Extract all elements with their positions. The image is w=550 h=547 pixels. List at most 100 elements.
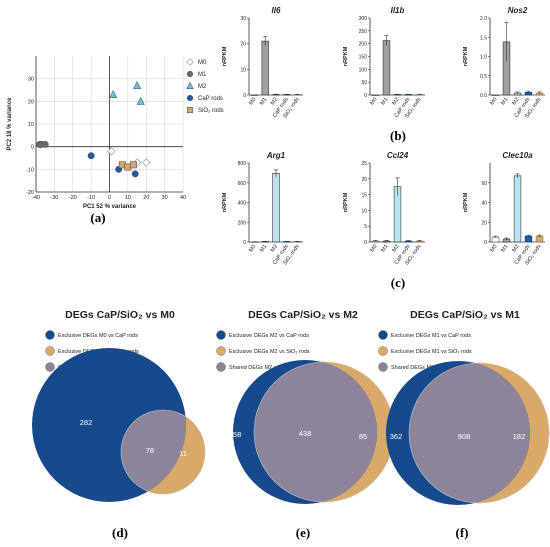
scatter-point [109, 89, 118, 98]
y-tick-label: 15 [361, 193, 367, 199]
venn-legend-marker [45, 346, 55, 356]
legend-marker [186, 58, 194, 66]
legend-label: M1 [198, 72, 207, 78]
y-tick-label: 1.0 [480, 55, 487, 61]
venn-legend-label: Exclusive DEGs M1 vs SiO₂ rods [391, 349, 472, 355]
y-tick-label: 200 [238, 220, 247, 226]
x-tick-label: M0 [489, 97, 498, 107]
x-tick-label: 0 [108, 195, 111, 201]
venn-circle-outline [408, 362, 550, 504]
x-tick-label: 30 [162, 195, 168, 201]
legend-label: CaP rods [198, 96, 223, 102]
y-tick-label: 200 [359, 42, 368, 48]
venn-legend-marker [378, 330, 388, 340]
scatter-point [142, 158, 151, 167]
scatter-point [107, 147, 116, 156]
x-tick-label: M0 [369, 244, 378, 254]
y-tick-label: 10 [28, 122, 34, 128]
legend-label: SiO₂ rods [198, 108, 224, 114]
venn-legend-label: Exclusive DEGs M1 vs CaP rods [391, 333, 471, 339]
y-tick-label: 0 [364, 240, 367, 246]
venn-count-cap-only: 158 [229, 430, 242, 439]
y-axis-label: nRPKM [222, 192, 228, 212]
panel-label-c: (c) [391, 275, 405, 290]
bar [382, 40, 391, 96]
y-tick-label: 20 [240, 42, 246, 48]
venn-legend-marker [216, 346, 226, 356]
y-tick-label: 60 [481, 181, 487, 187]
y-axis-label: nRPKM [343, 192, 349, 212]
y-axis-label: nRPKM [463, 192, 469, 212]
x-tick-label: -10 [87, 195, 95, 201]
venn-count-sio2-only: 11 [179, 449, 187, 458]
y-tick-label: 20 [481, 220, 487, 226]
y-tick-label: 0 [31, 145, 34, 151]
bar [250, 94, 259, 96]
x-tick-label: M1 [500, 97, 509, 107]
y-tick-label: 20 [28, 99, 34, 105]
x-tick-label: M1 [380, 97, 389, 107]
legend-marker [186, 70, 194, 78]
y-tick-label: 2.0 [480, 16, 487, 22]
y-tick-label: 10 [240, 67, 246, 73]
y-tick-label: 400 [238, 201, 247, 207]
legend-label: M0 [198, 60, 207, 66]
venn-count-shared: 908 [458, 432, 471, 441]
x-tick-label: M2 [391, 244, 400, 254]
chart-title: Clec10a [502, 151, 533, 160]
venn-legend-label: Exclusive DEGs M2 vs CaP rods [229, 333, 309, 339]
y-tick-label: 0 [243, 240, 246, 246]
venn-title: DEGs CaP/SiO₂ vs M1 [410, 309, 520, 321]
venn-e: DEGs CaP/SiO₂ vs M2 Exclusive DEGs M2 vs … [216, 309, 395, 504]
y-tick-label: 30 [28, 77, 34, 83]
x-tick-label: M1 [380, 244, 389, 254]
y-tick-label: 50 [361, 80, 367, 86]
legend-marker [186, 106, 194, 114]
panel-label-a: (a) [90, 210, 105, 225]
x-tick-label: M2 [511, 97, 520, 107]
y-tick-label: 30 [240, 16, 246, 22]
y-tick-label: 5 [364, 224, 367, 230]
venn-legend-marker [45, 362, 55, 372]
y-tick-label: 0 [364, 93, 367, 99]
y-tick-label: 150 [359, 55, 368, 61]
y-tick-label: 100 [359, 67, 368, 73]
y-tick-label: 0 [484, 240, 487, 246]
chart-title: Arg1 [266, 151, 286, 160]
x-tick-label: M1 [259, 244, 268, 254]
venn-legend-marker [378, 362, 388, 372]
y-tick-label: 0.5 [480, 74, 487, 80]
scatter-point [129, 161, 137, 169]
scatter-point [41, 140, 49, 148]
x-tick-label: M0 [489, 244, 498, 254]
y-tick-label: -10 [26, 167, 34, 173]
venn-legend-label: Exclusive DEGs M2 vs SiO₂ rods [229, 349, 310, 355]
venn-count-shared: 438 [299, 429, 312, 438]
x-tick-label: -30 [50, 195, 58, 201]
x-axis-label: PC1 52 % variance [83, 204, 137, 210]
venn-legend-marker [378, 346, 388, 356]
y-axis-label: nRPKM [343, 46, 349, 66]
panel-label-d: (d) [112, 525, 128, 540]
y-tick-label: 0 [243, 93, 246, 99]
x-tick-label: 40 [180, 195, 186, 201]
venn-count-cap-only: 362 [390, 432, 403, 441]
scatter-point [132, 80, 142, 89]
x-tick-label: M2 [511, 244, 520, 254]
venn-legend-marker [45, 330, 55, 340]
venn-circle-outline [120, 409, 206, 495]
venn-overlap [121, 410, 186, 494]
y-tick-label: 800 [238, 161, 247, 167]
venn-overlap [409, 363, 530, 503]
x-tick-label: 20 [143, 195, 149, 201]
y-axis-label: nRPKM [463, 46, 469, 66]
legend-marker [186, 81, 194, 90]
y-tick-label: 600 [238, 181, 247, 187]
chart-title: Nos2 [508, 6, 528, 15]
panel-label-e: (e) [296, 525, 310, 540]
venn-count-cap-only: 282 [80, 418, 93, 427]
